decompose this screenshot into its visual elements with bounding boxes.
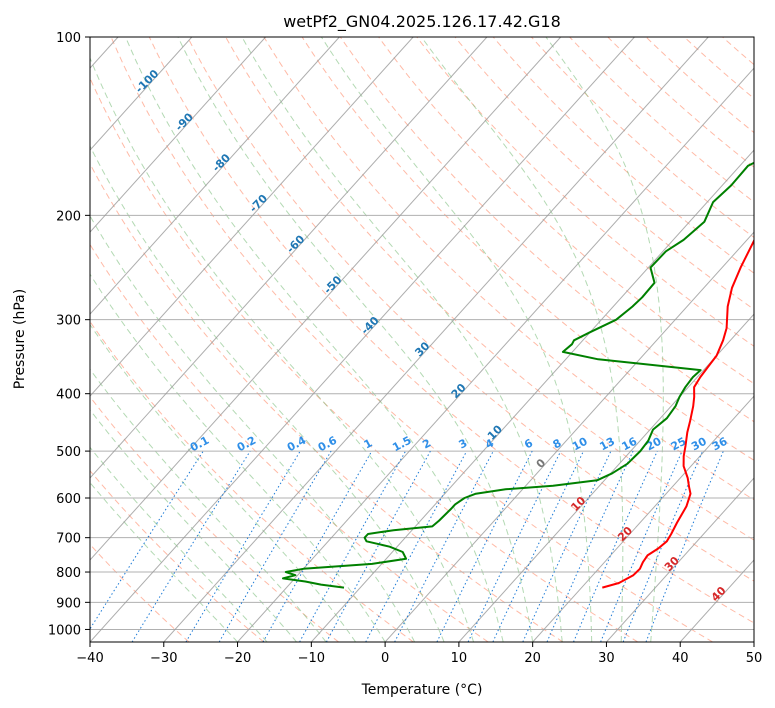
- isotherm-gridline: [90, 37, 193, 151]
- moist-adiabat-line: [90, 56, 475, 642]
- moist-adiabat-line: [420, 37, 624, 642]
- mixing-ratio-label: 16: [620, 435, 640, 454]
- dewpoint-profile-line: [282, 161, 754, 589]
- mixing-ratio-line: [436, 450, 533, 642]
- y-tick-label: 900: [56, 596, 81, 611]
- mixing-ratio-line: [600, 450, 683, 642]
- isotherm-gridline: [532, 395, 754, 642]
- x-tick-label: 0: [381, 651, 389, 666]
- mixing-ratio-line: [90, 450, 204, 630]
- dry-adiabat-line: [90, 162, 564, 642]
- x-tick-label: −20: [224, 651, 251, 666]
- isotherm-gridline: [90, 37, 266, 233]
- y-tick-label: 800: [56, 566, 81, 581]
- isotherm-gridline: [90, 37, 635, 642]
- moist-adiabat-line: [90, 273, 386, 642]
- dry-adiabat-line: [225, 37, 754, 541]
- x-tick-label: 30: [598, 651, 615, 666]
- dry-adiabat-line: [148, 37, 754, 624]
- axes: −40 −30 −20 −10 0 10 20 30 40 50 100 200 300 400 500 60…: [48, 31, 762, 666]
- isotherm-gridline: [458, 313, 754, 642]
- isotherm-gridline: [163, 37, 709, 642]
- moist-adiabat-line: [320, 37, 593, 642]
- dry-adiabat-line: [569, 37, 754, 203]
- x-tick-label: −10: [298, 651, 325, 666]
- dry-adiabat-line: [90, 243, 489, 642]
- y-tick-label: 500: [56, 445, 81, 460]
- x-tick-label: 40: [672, 651, 689, 666]
- plot-frame: [89, 36, 755, 643]
- moist-adiabat-line: [177, 37, 534, 642]
- mixing-ratio-label: 25: [669, 435, 689, 454]
- mixing-ratio-label: 30: [689, 435, 709, 454]
- moist-adiabat-line: [90, 145, 445, 642]
- moist-adiabat-line: [90, 214, 416, 642]
- moist-adiabat-line: [90, 446, 268, 642]
- mixing-ratio-line: [546, 450, 634, 642]
- isotherm-gridline: [310, 149, 754, 642]
- y-tick-label: 200: [56, 209, 81, 224]
- isotherm-gridline: [90, 37, 562, 561]
- y-axis-title: Pressure (hPa): [12, 289, 28, 389]
- x-tick-label: −30: [150, 651, 177, 666]
- x-tick-label: 10: [451, 651, 468, 666]
- mixing-ratio-line: [622, 450, 704, 642]
- dry-adiabat-line: [416, 37, 754, 347]
- dry-adiabat-line: [531, 37, 754, 239]
- dry-adiabat-line: [187, 37, 754, 582]
- mixing-ratio-line: [645, 450, 724, 642]
- y-tick-label: 700: [56, 532, 81, 547]
- y-tick-label: 100: [56, 31, 81, 46]
- x-tick-label: 20: [524, 651, 541, 666]
- moist-adiabat-line: [125, 37, 504, 642]
- temperature-profile-line: [602, 238, 754, 589]
- mixing-ratio-line: [365, 450, 468, 642]
- dry-adiabat-line: [378, 37, 754, 385]
- isotherm-gridline: [606, 477, 754, 642]
- mixing-ratio-line: [573, 450, 658, 642]
- y-tick-label: 300: [56, 314, 81, 329]
- y-tick-label: 1000: [48, 623, 81, 638]
- moist-adiabat-line: [545, 37, 664, 642]
- mixing-ratio-label: 10: [570, 435, 590, 454]
- dry-adiabat-line: [90, 320, 414, 642]
- y-tick-label: 600: [56, 492, 81, 507]
- isotherm-gridline: [90, 37, 340, 315]
- mixing-ratio-line: [131, 450, 251, 642]
- isotherm-gridline: [90, 37, 488, 479]
- dry-adiabat-line: [90, 469, 265, 642]
- mixing-ratio-label: 36: [710, 435, 730, 454]
- dry-adiabat-line: [110, 37, 713, 642]
- isotherm-gridline: [90, 37, 414, 397]
- dry-adiabat-line: [263, 37, 754, 501]
- mixing-ratio-label: 13: [597, 435, 617, 454]
- y-tick-label: 400: [56, 388, 81, 403]
- moist-adiabat-line: [90, 481, 238, 642]
- x-tick-label: 50: [746, 651, 763, 666]
- isotherm-gridline: [384, 231, 754, 642]
- isotherm-gridline: [237, 67, 754, 642]
- mixing-ratio-line: [299, 450, 407, 642]
- x-axis-title: Temperature (°C): [361, 682, 483, 698]
- moist-adiabat-line: [90, 368, 327, 642]
- moist-adiabat-line: [241, 37, 563, 642]
- x-tick-label: −40: [76, 651, 103, 666]
- dry-adiabat-line: [607, 37, 754, 168]
- chart-title: wetPf2_GN04.2025.126.17.42.G18: [283, 12, 561, 32]
- moist-adiabat-line: [90, 323, 357, 642]
- dry-adiabat-line: [90, 76, 639, 642]
- moist-adiabat-line: [90, 409, 297, 642]
